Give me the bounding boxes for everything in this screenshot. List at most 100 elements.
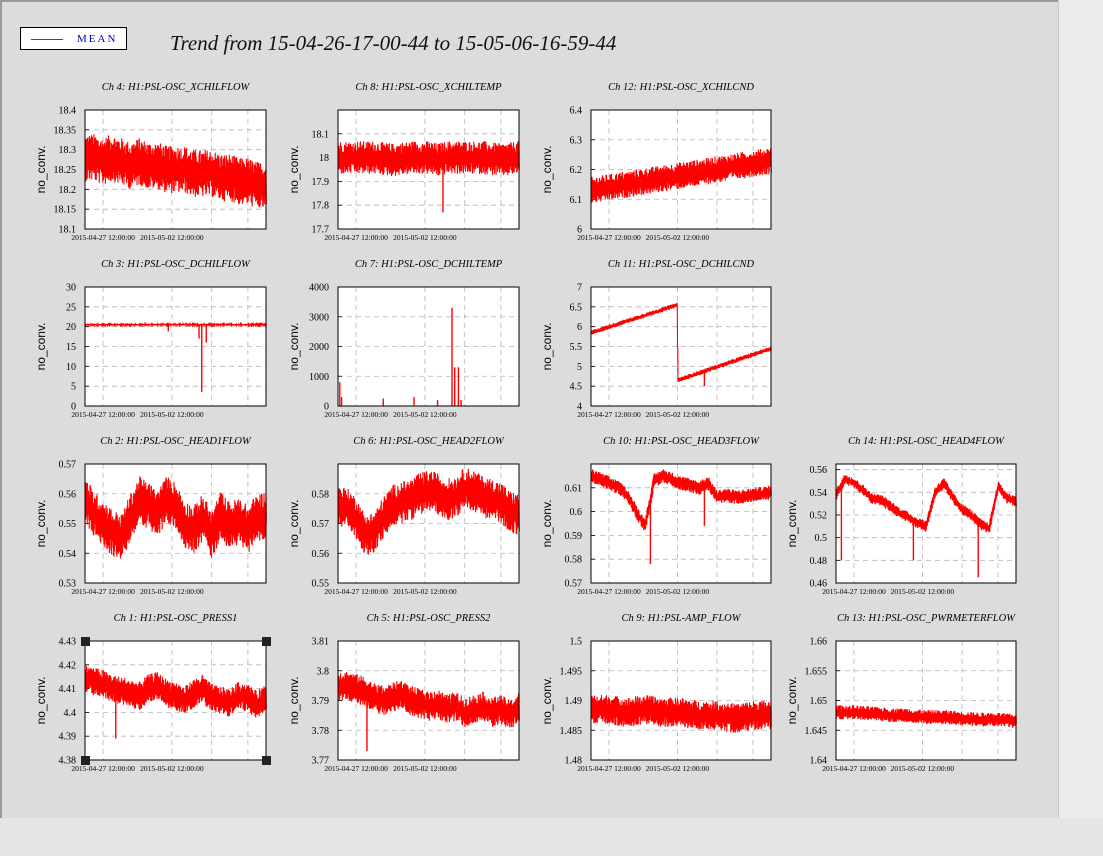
- y-tick-label: 0.48: [810, 556, 828, 567]
- y-tick-label: 10: [66, 362, 76, 373]
- chart-title: Ch 2: H1:PSL-OSC_HEAD1FLOW: [100, 436, 252, 447]
- y-axis-label: no_conv.: [540, 323, 554, 371]
- x-tick-label: 2015-05-02 12:00:00: [393, 410, 457, 419]
- y-tick-label: 0.58: [312, 489, 330, 500]
- y-tick-label: 30: [66, 283, 76, 294]
- y-tick-label: 1.64: [810, 756, 828, 767]
- series-line: [590, 302, 772, 382]
- x-tick-label: 2015-04-27 12:00:00: [71, 764, 135, 773]
- series-line: [835, 705, 1017, 728]
- page-title: Trend from 15-04-26-17-00-44 to 15-05-06…: [170, 31, 617, 55]
- x-tick-label: 2015-04-27 12:00:00: [822, 764, 886, 773]
- y-tick-label: 0.55: [59, 519, 77, 530]
- selection-handle: [262, 756, 271, 765]
- y-tick-label: 5: [71, 382, 76, 393]
- chart-title: Ch 4: H1:PSL-OSC_XCHILFLOW: [102, 82, 251, 93]
- chart-title: Ch 11: H1:PSL-OSC_DCHILCND: [608, 259, 755, 270]
- y-tick-label: 0: [71, 402, 76, 413]
- chart-title: Ch 5: H1:PSL-OSC_PRESS2: [367, 613, 491, 624]
- y-axis-label: no_conv.: [540, 677, 554, 725]
- bottom-margin: [0, 818, 1103, 856]
- y-tick-label: 4.41: [59, 684, 77, 695]
- y-tick-label: 1.485: [560, 726, 583, 737]
- x-tick-label: 2015-04-27 12:00:00: [71, 410, 135, 419]
- x-tick-label: 2015-04-27 12:00:00: [71, 587, 135, 596]
- y-tick-label: 3.8: [317, 666, 330, 677]
- plot-frame: [337, 463, 520, 584]
- y-tick-label: 3.81: [312, 637, 330, 648]
- y-tick-label: 3.77: [312, 756, 330, 767]
- plot-frame: [835, 463, 1017, 584]
- plot-frame: [84, 109, 267, 230]
- y-tick-label: 0.55: [312, 579, 330, 590]
- y-axis-label: no_conv.: [287, 323, 301, 371]
- y-tick-label: 1000: [309, 372, 329, 383]
- y-tick-label: 18: [319, 153, 329, 164]
- x-tick-label: 2015-05-02 12:00:00: [393, 233, 457, 242]
- y-tick-label: 0.56: [59, 489, 77, 500]
- y-tick-label: 4.4: [64, 708, 77, 719]
- plot-frame: [84, 286, 267, 407]
- y-axis-label: no_conv.: [287, 146, 301, 194]
- y-tick-label: 1.5: [570, 637, 583, 648]
- y-axis-label: no_conv.: [287, 500, 301, 548]
- y-tick-label: 18.15: [54, 205, 77, 216]
- plot-frame: [337, 286, 520, 407]
- x-tick-label: 2015-05-02 12:00:00: [140, 410, 204, 419]
- y-tick-label: 1.48: [565, 756, 583, 767]
- x-tick-label: 2015-05-02 12:00:00: [891, 764, 955, 773]
- y-tick-label: 0.53: [59, 579, 77, 590]
- y-tick-label: 0.54: [810, 488, 828, 499]
- y-axis-label: no_conv.: [34, 323, 48, 371]
- y-tick-label: 20: [66, 322, 76, 333]
- chart-title: Ch 10: H1:PSL-OSC_HEAD3FLOW: [603, 436, 760, 447]
- chart-title: Ch 13: H1:PSL-OSC_PWRMETERFLOW: [837, 613, 1016, 624]
- x-tick-label: 2015-05-02 12:00:00: [393, 764, 457, 773]
- y-tick-label: 1.65: [810, 696, 828, 707]
- y-tick-label: 6.5: [570, 302, 583, 313]
- y-tick-label: 18.4: [59, 106, 77, 117]
- x-tick-label: 2015-05-02 12:00:00: [393, 587, 457, 596]
- y-axis-label: no_conv.: [785, 500, 799, 548]
- y-tick-label: 2000: [309, 342, 329, 353]
- x-tick-label: 2015-04-27 12:00:00: [324, 764, 388, 773]
- chart-title: Ch 12: H1:PSL-OSC_XCHILCND: [608, 82, 754, 93]
- legend-label: MEAN: [77, 33, 118, 45]
- plot-frame: [590, 109, 772, 230]
- chart-title: Ch 3: H1:PSL-OSC_DCHILFLOW: [101, 259, 251, 270]
- chart-title: Ch 8: H1:PSL-OSC_XCHILTEMP: [355, 82, 502, 93]
- y-tick-label: 18.1: [312, 129, 330, 140]
- y-tick-label: 0.6: [570, 507, 583, 518]
- plot-frame: [590, 286, 772, 407]
- series-line: [590, 148, 772, 203]
- y-tick-label: 4.5: [570, 382, 583, 393]
- y-tick-label: 1.645: [805, 726, 828, 737]
- legend-line-swatch: [31, 39, 63, 40]
- y-tick-label: 0.56: [312, 549, 330, 560]
- y-axis-label: no_conv.: [34, 500, 48, 548]
- y-tick-label: 3.78: [312, 726, 330, 737]
- x-tick-label: 2015-05-02 12:00:00: [646, 233, 710, 242]
- y-tick-label: 0.56: [810, 465, 828, 476]
- x-tick-label: 2015-04-27 12:00:00: [71, 233, 135, 242]
- y-tick-label: 0.5: [815, 533, 828, 544]
- y-axis-label: no_conv.: [287, 677, 301, 725]
- y-tick-label: 3000: [309, 312, 329, 323]
- series-line: [835, 475, 1017, 533]
- y-tick-label: 5: [577, 362, 582, 373]
- y-axis-label: no_conv.: [785, 677, 799, 725]
- series-line: [84, 134, 267, 208]
- plot-frame: [337, 640, 520, 761]
- series-line: [590, 469, 772, 531]
- plot-frame: [337, 109, 520, 230]
- x-tick-label: 2015-05-02 12:00:00: [140, 233, 204, 242]
